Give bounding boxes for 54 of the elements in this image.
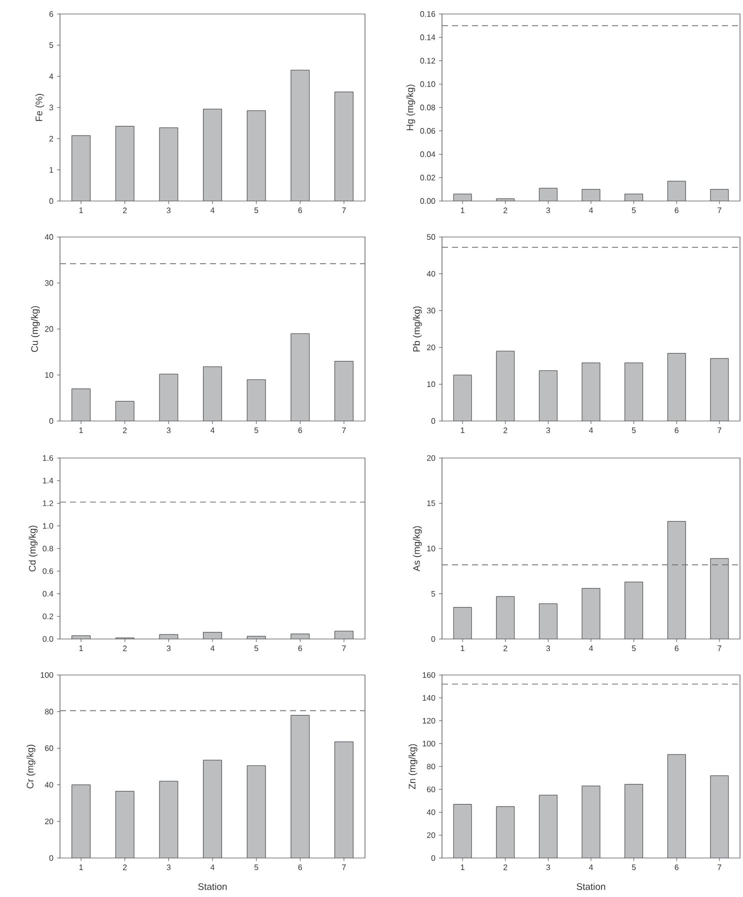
bar [582, 786, 600, 858]
bar [290, 715, 310, 858]
bar [334, 742, 354, 858]
bar [246, 765, 266, 858]
bar [624, 784, 644, 858]
bar [159, 128, 178, 201]
bar [496, 596, 515, 640]
bar [453, 374, 472, 421]
y-axis-title: Pb (mg/kg) [412, 306, 422, 352]
x-axis-title: Station [198, 883, 227, 890]
bar [453, 804, 472, 858]
bar [667, 521, 686, 640]
bar [72, 388, 90, 422]
y-axis-title: Cu (mg/kg) [30, 306, 40, 352]
y-axis-title: Fe (%) [35, 94, 44, 121]
bar [539, 188, 558, 202]
y-axis-title: Cd (mg/kg) [28, 526, 38, 572]
bar [710, 358, 729, 421]
y-axis-title: Zn (mg/kg) [408, 744, 418, 790]
bar [710, 775, 729, 858]
y-axis-title: Cr (mg/kg) [26, 744, 36, 788]
bar [496, 806, 515, 858]
bar [667, 754, 686, 858]
bar [72, 784, 90, 858]
bar [115, 126, 134, 201]
bar [582, 588, 600, 640]
bar [667, 353, 686, 421]
bar [334, 92, 354, 201]
bar [710, 558, 729, 640]
bar [246, 379, 266, 422]
bar [203, 366, 222, 422]
bar [496, 350, 515, 421]
bar [72, 135, 90, 201]
y-axis-title: Hg (mg/kg) [406, 84, 416, 130]
bar [159, 374, 178, 422]
bar [246, 110, 266, 201]
bar [290, 70, 310, 201]
bar [453, 607, 472, 640]
bar [624, 362, 644, 421]
bar [115, 790, 134, 858]
bar [203, 108, 222, 201]
x-axis-title: Station [576, 883, 606, 890]
bar [582, 362, 600, 421]
bar [203, 760, 222, 858]
bar [538, 794, 558, 858]
bar [334, 360, 354, 422]
bar [290, 333, 310, 422]
bar [624, 582, 644, 640]
bar [538, 603, 558, 640]
y-axis-title: As (mg/kg) [412, 526, 422, 572]
bar [159, 780, 178, 858]
bar [667, 180, 686, 202]
bar [538, 370, 558, 421]
bar [115, 400, 134, 422]
